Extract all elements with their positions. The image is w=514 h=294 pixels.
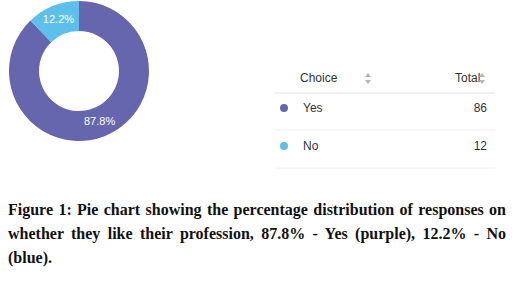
sort-icon[interactable] [365, 73, 371, 84]
header-rule [275, 93, 495, 94]
row-rule [275, 168, 495, 169]
pie: 87.8% 12.2% [9, 1, 149, 141]
slice [9, 1, 149, 141]
data-label: 87.8% [84, 115, 115, 127]
data-label: 12.2% [43, 13, 74, 25]
legend-header[interactable]: Choice [300, 71, 338, 85]
legend: Choice Total Yes 86 No 12 [275, 71, 495, 168]
sort-icon[interactable] [479, 73, 485, 84]
legend-swatch [280, 142, 288, 150]
chart: 87.8% 12.2% Choice Total Yes 86 No 12 [0, 0, 514, 294]
row-rule [275, 130, 495, 131]
legend-label: Yes [303, 101, 323, 115]
caption: Figure 1: Pie chart showing the percenta… [8, 198, 506, 270]
slice [30, 1, 79, 42]
legend-swatch [280, 104, 288, 112]
legend-label: No [303, 139, 319, 153]
legend-total: 12 [474, 139, 488, 153]
legend-header[interactable]: Total [455, 71, 480, 85]
legend-total: 86 [474, 101, 488, 115]
